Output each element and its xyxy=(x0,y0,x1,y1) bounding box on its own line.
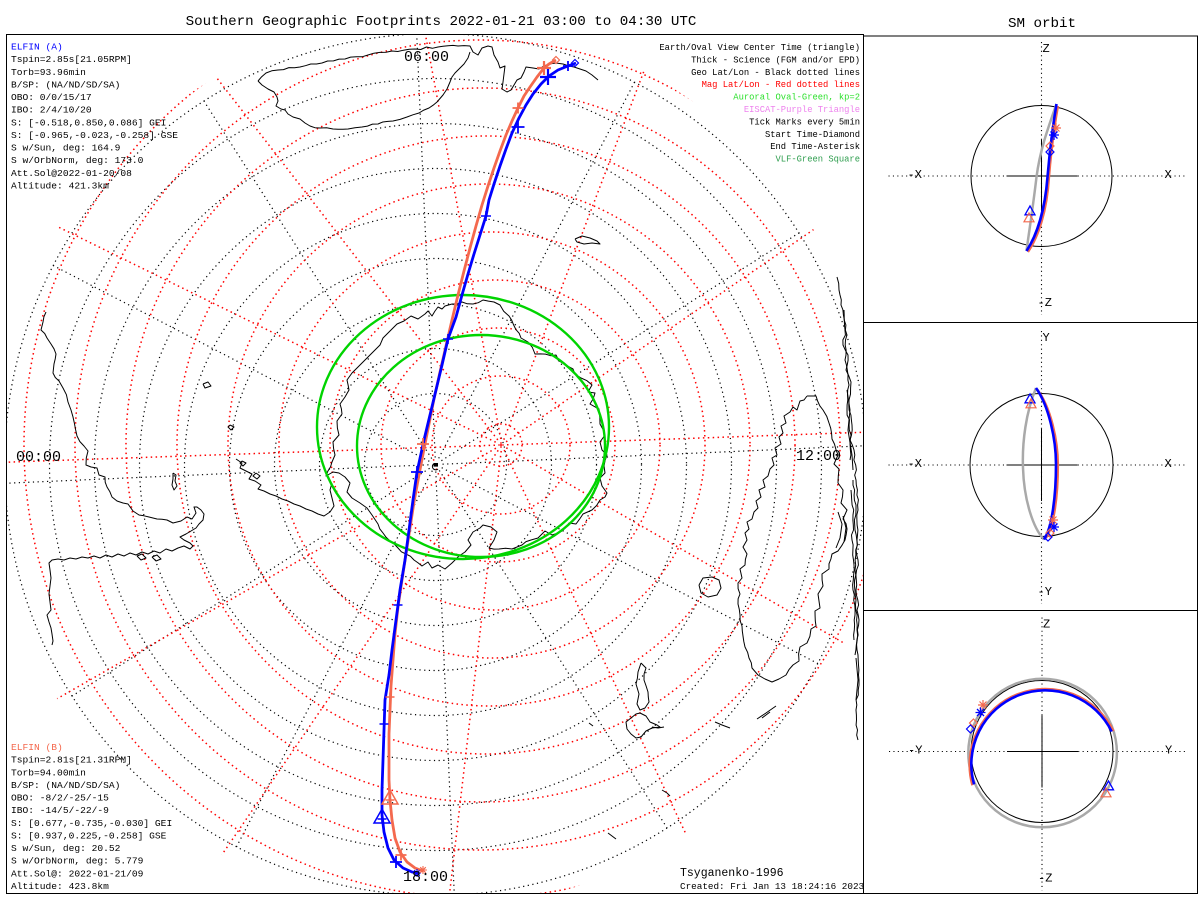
svg-text:S w/Sun, deg: 20.52: S w/Sun, deg: 20.52 xyxy=(11,843,121,854)
svg-text:Auroral Oval-Green, kp=2: Auroral Oval-Green, kp=2 xyxy=(733,93,860,103)
svg-text:-Y: -Y xyxy=(1038,585,1052,599)
svg-text:00:00: 00:00 xyxy=(16,449,61,466)
svg-text:Tspin=2.85s[21.05RPM]: Tspin=2.85s[21.05RPM] xyxy=(11,54,132,65)
svg-text:S w/OrbNorm, deg: 5.779: S w/OrbNorm, deg: 5.779 xyxy=(11,856,144,867)
svg-text:S: [-0.965,-0.023,-0.258] GSE: S: [-0.965,-0.023,-0.258] GSE xyxy=(11,130,178,141)
svg-text:X: X xyxy=(1165,168,1172,182)
svg-text:S w/Sun, deg: 164.9: S w/Sun, deg: 164.9 xyxy=(11,143,121,154)
svg-text:Z: Z xyxy=(1043,618,1050,632)
svg-text:18:00: 18:00 xyxy=(403,869,448,886)
svg-text:S: [0.677,-0.735,-0.030] GEI: S: [0.677,-0.735,-0.030] GEI xyxy=(11,818,172,829)
svg-text:Tsyganenko-1996: Tsyganenko-1996 xyxy=(680,867,784,880)
svg-text:Created: Fri Jan 13 18:24:16 2: Created: Fri Jan 13 18:24:16 2023 xyxy=(680,881,864,892)
svg-text:ELFIN (B): ELFIN (B) xyxy=(11,742,63,753)
svg-text:OBO: -8/2/-25/-15: OBO: -8/2/-25/-15 xyxy=(11,793,109,804)
svg-text:OBO: 0/0/15/17: OBO: 0/0/15/17 xyxy=(11,92,92,103)
svg-text:IBO: 2/4/10/20: IBO: 2/4/10/20 xyxy=(11,105,92,116)
svg-text:Mag Lat/Lon - Red dotted lines: Mag Lat/Lon - Red dotted lines xyxy=(702,80,860,90)
svg-text:Thick - Science (FGM and/or EP: Thick - Science (FGM and/or EPD) xyxy=(691,55,860,65)
svg-text:SM orbit: SM orbit xyxy=(1008,16,1076,32)
svg-text:S w/OrbNorm, deg: 173.0: S w/OrbNorm, deg: 173.0 xyxy=(11,155,144,166)
svg-text:-Z: -Z xyxy=(1038,296,1052,310)
svg-text:-Z: -Z xyxy=(1038,872,1052,886)
svg-text:Tick Marks every 5min: Tick Marks every 5min xyxy=(749,117,860,127)
svg-text:IBO: -14/5/-22/-9: IBO: -14/5/-22/-9 xyxy=(11,805,109,816)
svg-text:Y: Y xyxy=(1043,331,1050,345)
svg-text:X: X xyxy=(1165,457,1172,471)
svg-text:ELFIN (A): ELFIN (A) xyxy=(11,42,63,53)
svg-text:End Time-Asterisk: End Time-Asterisk xyxy=(770,142,860,152)
svg-text:Att.Sol@: 2022-01-21/09: Att.Sol@: 2022-01-21/09 xyxy=(11,868,144,879)
svg-text:-Y: -Y xyxy=(908,744,922,758)
svg-text:Geo Lat/Lon - Black dotted lin: Geo Lat/Lon - Black dotted lines xyxy=(691,68,860,78)
svg-text:Start Time-Diamond: Start Time-Diamond xyxy=(765,130,860,140)
svg-text:Altitude: 421.3km: Altitude: 421.3km xyxy=(11,180,109,191)
svg-text:Altitude: 423.8km: Altitude: 423.8km xyxy=(11,881,109,892)
svg-text:Tspin=2.81s[21.31RPM]: Tspin=2.81s[21.31RPM] xyxy=(11,755,132,766)
svg-text:12:00: 12:00 xyxy=(796,448,841,465)
svg-text:S: [0.937,0.225,-0.258] GSE: S: [0.937,0.225,-0.258] GSE xyxy=(11,830,167,841)
svg-text:-X: -X xyxy=(908,168,922,182)
svg-text:Torb=94.00min: Torb=94.00min xyxy=(11,767,86,778)
svg-text:S: [-0.518,0.850,0.086] GEI: S: [-0.518,0.850,0.086] GEI xyxy=(11,117,166,128)
svg-text:Att.Sol@2022-01-20/08: Att.Sol@2022-01-20/08 xyxy=(11,168,132,179)
svg-text:-X: -X xyxy=(908,457,922,471)
svg-text:EISCAT-Purple Triangle: EISCAT-Purple Triangle xyxy=(744,105,860,115)
svg-text:Earth/Oval View Center Time (t: Earth/Oval View Center Time (triangle) xyxy=(659,43,860,53)
svg-text:Torb=93.96min: Torb=93.96min xyxy=(11,67,86,78)
svg-text:VLF-Green Square: VLF-Green Square xyxy=(776,155,860,165)
svg-text:Southern Geographic Footprints: Southern Geographic Footprints 2022-01-2… xyxy=(186,14,697,30)
svg-text:06:00: 06:00 xyxy=(404,49,449,66)
svg-text:B/SP: (NA/ND/SD/SA): B/SP: (NA/ND/SD/SA) xyxy=(11,780,120,791)
svg-text:B/SP: (NA/ND/SD/SA): B/SP: (NA/ND/SD/SA) xyxy=(11,79,120,90)
svg-text:Z: Z xyxy=(1043,42,1050,56)
svg-text:Y: Y xyxy=(1165,744,1172,758)
